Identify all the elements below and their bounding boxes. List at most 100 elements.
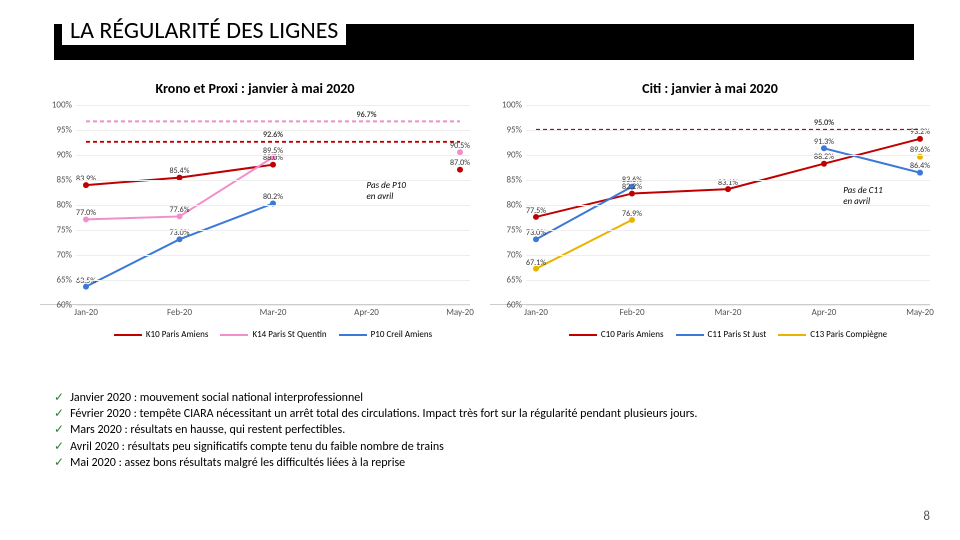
data-label: 89.5% [263, 146, 283, 156]
grid-line [526, 230, 930, 231]
data-label: 83.9% [76, 174, 96, 184]
grid-line [526, 130, 930, 131]
data-label: 95.0% [814, 118, 834, 128]
y-tick: 70% [506, 250, 522, 261]
data-label: 85.4% [170, 166, 190, 176]
y-tick: 95% [56, 125, 72, 136]
data-label: 93.2% [910, 127, 930, 137]
legend-label: C13 Paris Compiègne [810, 329, 887, 340]
note-item: ✓Mars 2020 : résultats en hausse, qui re… [54, 422, 920, 438]
grid-line [526, 155, 930, 156]
x-tick: Mar-20 [715, 307, 742, 318]
grid-line [526, 205, 930, 206]
right-plot: 60%65%70%75%80%85%90%95%100% 77.5%82.2%8… [490, 105, 930, 305]
right-chart: Citi : janvier à mai 2020 60% 65% 70% 75% 80… [490, 80, 930, 360]
data-label: 86.4% [910, 161, 930, 171]
data-label: 77.0% [76, 208, 96, 218]
check-icon: ✓ [54, 391, 64, 405]
y-tick: 80% [56, 200, 72, 211]
grid-line [76, 230, 470, 231]
legend-label: P10 Creil Amiens [371, 329, 432, 340]
left-x-axis: Jan-20Feb-20Mar-20Apr-20May-20 [76, 305, 470, 321]
grid-line [526, 280, 930, 281]
legend-swatch [676, 334, 704, 336]
y-tick: 85% [506, 175, 522, 186]
legend-item: K14 Paris St Quentin [220, 329, 326, 340]
x-tick: Jan-20 [74, 307, 98, 318]
x-tick: Feb-20 [619, 307, 644, 318]
x-tick: Apr-20 [812, 307, 837, 318]
right-legend: C10 Paris Amiens C11 Paris St Just C13 Par… [526, 329, 930, 340]
data-label: 90.5% [450, 141, 470, 151]
x-tick: May-20 [906, 307, 934, 318]
x-tick: Jan-20 [524, 307, 548, 318]
grid-line [526, 180, 930, 181]
data-label: 87.0% [450, 158, 470, 168]
data-label: 91.3% [814, 137, 834, 147]
y-tick: 90% [506, 150, 522, 161]
right-x-axis: Jan-20Feb-20Mar-20Apr-20May-20 [526, 305, 930, 321]
right-y-axis: 60%65%70%75%80%85%90%95%100% [490, 105, 526, 304]
legend-item: C13 Paris Compiègne [778, 329, 887, 340]
legend-item: C11 Paris St Just [676, 329, 767, 340]
grid-line [76, 205, 470, 206]
left-legend: K10 Paris Amiens K14 Paris St Quentin P10 … [76, 329, 470, 340]
y-tick: 85% [56, 175, 72, 186]
legend-item: K10 Paris Amiens [114, 329, 209, 340]
data-label: 76.9% [622, 209, 642, 219]
x-tick: May-20 [446, 307, 474, 318]
legend-swatch [339, 334, 367, 336]
y-tick: 60% [56, 300, 72, 311]
data-label: 67.1% [526, 258, 546, 268]
legend-label: K10 Paris Amiens [146, 329, 209, 340]
data-label: 92.6% [263, 130, 283, 140]
data-label: 80.2% [263, 192, 283, 202]
page-number: 8 [923, 509, 930, 524]
y-tick: 100% [52, 100, 72, 111]
left-y-axis: 60%65%70%75%80%85%90%95%100% [40, 105, 76, 304]
note-item: ✓Mai 2020 : assez bons résultats malgré … [54, 455, 920, 471]
note-item: ✓Avril 2020 : résultats peu significatif… [54, 439, 920, 455]
data-label: 77.5% [526, 206, 546, 216]
note-item: ✓Février 2020 : tempête CIARA nécessitan… [54, 406, 920, 422]
grid-line [76, 180, 470, 181]
y-tick: 65% [56, 275, 72, 286]
y-tick: 90% [56, 150, 72, 161]
data-label: 96.7% [357, 110, 377, 120]
check-icon: ✓ [54, 440, 64, 454]
y-tick: 65% [506, 275, 522, 286]
grid-line [76, 280, 470, 281]
chart-annotation: Pas de P10en avril [367, 180, 406, 202]
grid-line [526, 255, 930, 256]
legend-label: C11 Paris St Just [708, 329, 767, 340]
grid-line [76, 155, 470, 156]
data-label: 89.6% [910, 145, 930, 155]
right-chart-title: Citi : janvier à mai 2020 [490, 80, 930, 97]
legend-label: K14 Paris St Quentin [252, 329, 326, 340]
note-item: ✓Janvier 2020 : mouvement social nationa… [54, 390, 920, 406]
y-tick: 95% [506, 125, 522, 136]
legend-label: C10 Paris Amiens [601, 329, 664, 340]
y-tick: 70% [56, 250, 72, 261]
legend-swatch [569, 334, 597, 336]
data-label: 77.6% [170, 205, 190, 215]
y-tick: 75% [56, 225, 72, 236]
x-tick: Feb-20 [167, 307, 192, 318]
grid-line [76, 255, 470, 256]
y-tick: 80% [506, 200, 522, 211]
notes-list: ✓Janvier 2020 : mouvement social nationa… [54, 390, 920, 471]
check-icon: ✓ [54, 423, 64, 437]
left-plot: 60%65%70%75%80%85%90%95%100% 83.9%85.4%8… [40, 105, 470, 305]
left-chart: Krono et Proxi : janvier à mai 2020 60% 6… [40, 80, 470, 360]
y-tick: 75% [506, 225, 522, 236]
page-title-bar: LA RÉGULARITÉ DES LIGNES [54, 24, 914, 60]
page-title: LA RÉGULARITÉ DES LIGNES [62, 16, 346, 45]
y-tick: 60% [506, 300, 522, 311]
check-icon: ✓ [54, 456, 64, 470]
legend-item: P10 Creil Amiens [339, 329, 432, 340]
legend-swatch [114, 334, 142, 336]
chart-annotation: Pas de C11en avril [843, 185, 882, 207]
legend-swatch [778, 334, 806, 336]
left-chart-title: Krono et Proxi : janvier à mai 2020 [40, 80, 470, 97]
x-tick: Mar-20 [260, 307, 287, 318]
